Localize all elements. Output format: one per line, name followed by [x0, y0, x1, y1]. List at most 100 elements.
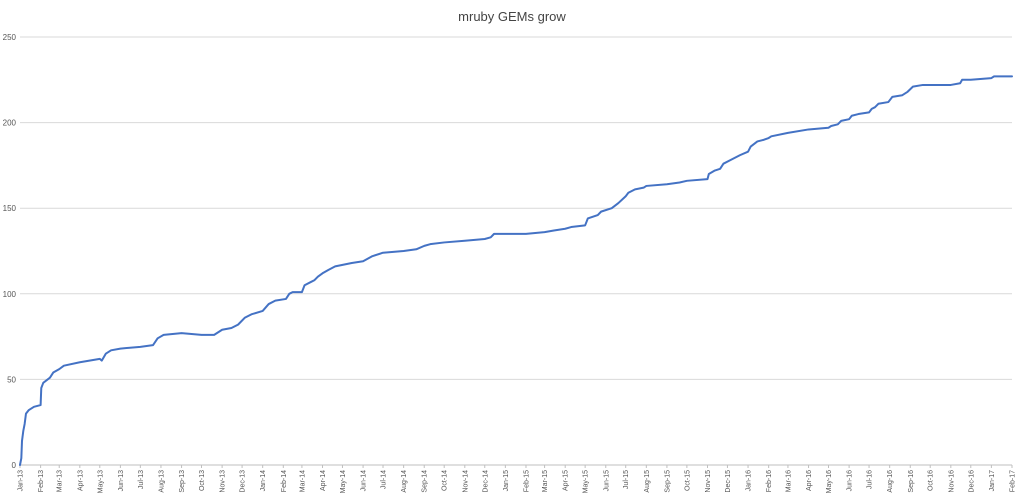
x-tick-label: Jul-14 — [381, 470, 388, 489]
data-point — [739, 154, 741, 156]
data-point — [79, 361, 81, 363]
data-point — [929, 84, 931, 86]
data-point — [423, 245, 425, 247]
y-tick-label: 150 — [3, 204, 17, 213]
data-point — [99, 358, 101, 360]
data-point — [415, 248, 417, 250]
data-point — [22, 430, 24, 432]
x-axis: Jan-13 Feb-13 Mar-13 Apr-13 May-13 Jun-13 Jul-… — [18, 464, 1017, 493]
data-point — [901, 94, 903, 96]
data-point — [25, 413, 27, 415]
data-point — [993, 75, 995, 77]
data-point — [686, 180, 688, 182]
data-point — [40, 404, 42, 406]
data-point — [285, 298, 287, 300]
x-tick-label: Apr-15 — [563, 470, 570, 491]
data-point — [288, 293, 290, 295]
data-point — [244, 317, 246, 319]
data-point — [959, 82, 961, 84]
data-point — [19, 464, 21, 466]
data-point — [729, 159, 731, 161]
x-tick-label: Oct-13 — [199, 470, 206, 491]
data-point — [274, 300, 276, 302]
x-tick-label: Oct-14 — [442, 470, 449, 491]
x-tick-label: Feb-17 — [1010, 470, 1017, 492]
x-tick-label: Jan-15 — [503, 470, 510, 492]
x-tick-label: Dec-13 — [240, 470, 247, 493]
data-point — [627, 192, 629, 194]
x-tick-label: Jan-16 — [746, 470, 753, 492]
data-point — [858, 113, 860, 115]
data-point — [52, 372, 54, 374]
data-point — [714, 170, 716, 172]
data-point — [891, 96, 893, 98]
data-point — [625, 195, 627, 197]
x-tick-label: Sep-15 — [664, 470, 671, 493]
data-point — [484, 238, 486, 240]
data-point — [262, 310, 264, 312]
data-point — [304, 284, 306, 286]
x-tick-label: May-15 — [583, 470, 590, 493]
x-tick-label: Jan-14 — [260, 470, 267, 492]
data-point — [645, 185, 647, 187]
x-tick-label: Sep-16 — [908, 470, 915, 493]
data-point — [157, 337, 159, 339]
x-tick-label: Oct-16 — [928, 470, 935, 491]
data-point — [719, 168, 721, 170]
series-layer — [19, 75, 1013, 466]
data-point — [763, 139, 765, 141]
data-point — [666, 183, 668, 185]
data-point — [525, 233, 527, 235]
x-tick-label: Jun-13 — [118, 470, 125, 492]
data-point — [362, 260, 364, 262]
data-point — [152, 344, 154, 346]
data-point — [756, 141, 758, 143]
data-point — [544, 231, 546, 233]
data-point — [163, 334, 165, 336]
x-tick-label: Dec-15 — [725, 470, 732, 493]
x-tick-label: Dec-14 — [482, 470, 489, 493]
data-point — [105, 353, 107, 355]
data-point — [990, 77, 992, 79]
x-tick-label: Jan-17 — [989, 470, 996, 492]
data-point — [830, 125, 832, 127]
data-point — [570, 226, 572, 228]
data-point — [877, 103, 879, 105]
x-tick-label: Dec-16 — [968, 470, 975, 493]
data-point — [292, 291, 294, 293]
x-tick-label: Jan-13 — [18, 470, 25, 492]
data-point — [837, 123, 839, 125]
data-point — [201, 334, 203, 336]
data-point — [490, 236, 492, 238]
data-point — [429, 243, 431, 245]
data-point — [851, 115, 853, 117]
data-point — [139, 346, 141, 348]
data-point — [314, 279, 316, 281]
data-point — [181, 332, 183, 334]
data-point — [221, 329, 223, 331]
data-point — [840, 120, 842, 122]
data-point — [110, 349, 112, 351]
x-tick-label: Mar-14 — [299, 470, 306, 492]
x-tick-label: Mar-15 — [542, 470, 549, 492]
x-tick-label: Sep-13 — [179, 470, 186, 493]
data-point — [600, 211, 602, 213]
x-tick-label: Jun-14 — [361, 470, 368, 492]
y-tick-label: 200 — [3, 119, 17, 128]
data-point — [768, 137, 770, 139]
data-point — [961, 79, 963, 81]
x-tick-label: Feb-13 — [38, 470, 45, 492]
x-tick-label: Apr-14 — [320, 470, 327, 491]
data-point — [611, 207, 613, 209]
x-tick-label: Mar-16 — [785, 470, 792, 492]
x-tick-label: Apr-16 — [806, 470, 813, 491]
data-point — [907, 91, 909, 93]
x-tick-label: Jun-15 — [603, 470, 610, 492]
data-point — [634, 188, 636, 190]
x-tick-label: May-14 — [340, 470, 347, 493]
data-point — [21, 440, 23, 442]
x-tick-label: Aug-15 — [644, 470, 651, 493]
data-point — [464, 240, 466, 242]
